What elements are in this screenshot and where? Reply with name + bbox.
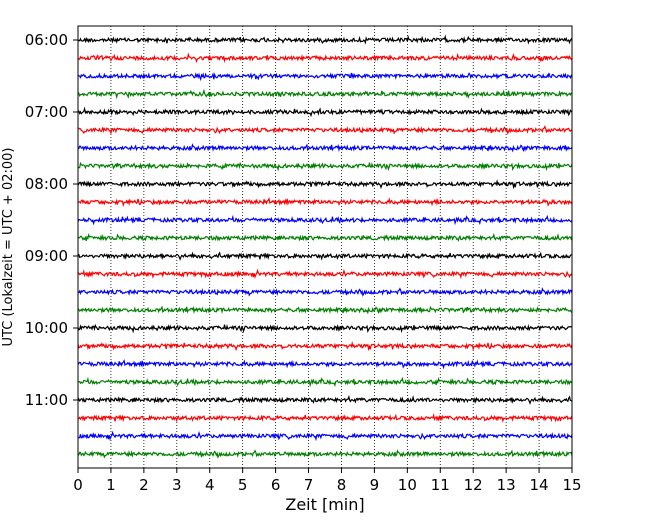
x-tick-label: 13 [497,476,516,494]
plot-area [78,26,572,468]
trace-line [77,340,573,352]
trace-line [77,161,573,172]
x-tick-label: 0 [73,476,83,494]
x-tick-label: 12 [464,476,483,494]
x-axis-label: Zeit [min] [285,495,364,514]
trace-line [77,359,573,370]
trace-line [77,323,573,334]
x-tick-label: 15 [562,476,581,494]
trace-line [77,52,573,64]
trace-line [77,196,573,208]
trace-line [77,430,573,442]
seismic-traces [77,34,573,459]
x-tick-label: 9 [370,476,380,494]
trace-line [77,143,573,153]
x-tick-label: 7 [304,476,314,494]
x-tick-label: 5 [238,476,248,494]
x-axis: 0 1 2 3 4 5 6 7 8 9 10 11 12 13 14 15 [73,468,582,494]
trace-line [77,178,573,190]
plot-frame [77,25,573,469]
trace-line [77,287,573,297]
y-tick-label: 07:00 [25,103,68,121]
x-tick-label: 4 [205,476,215,494]
x-tick-label: 8 [337,476,347,494]
trace-line [77,394,573,405]
trace-line [77,305,573,315]
y-tick-label: 08:00 [25,175,68,193]
trace-line [77,251,573,261]
trace-line [77,413,573,423]
x-tick-label: 10 [398,476,417,494]
trace-line [77,106,573,118]
y-axis-label: UTC (Lokalzeit = UTC + 02:00) [1,148,16,347]
trace-line [77,214,573,226]
trace-line [77,125,573,136]
trace-line [77,88,573,100]
y-axis: 06:00 07:00 08:00 09:00 10:00 11:00 [25,31,78,409]
trace-line [77,376,573,388]
trace-line [77,34,573,45]
y-tick-label: 11:00 [25,391,68,409]
trace-line [77,232,573,242]
trace-line [77,449,573,459]
x-tick-label: 3 [172,476,182,494]
x-tick-label: 2 [139,476,149,494]
x-tick-label: 1 [106,476,116,494]
x-tick-label: 11 [431,476,450,494]
y-tick-label: 10:00 [25,319,68,337]
y-tick-label: 09:00 [25,247,68,265]
trace-line [77,71,573,82]
y-tick-label: 06:00 [25,31,68,49]
x-tick-label: 14 [530,476,549,494]
x-tick-label: 6 [271,476,281,494]
trace-line [77,268,573,280]
